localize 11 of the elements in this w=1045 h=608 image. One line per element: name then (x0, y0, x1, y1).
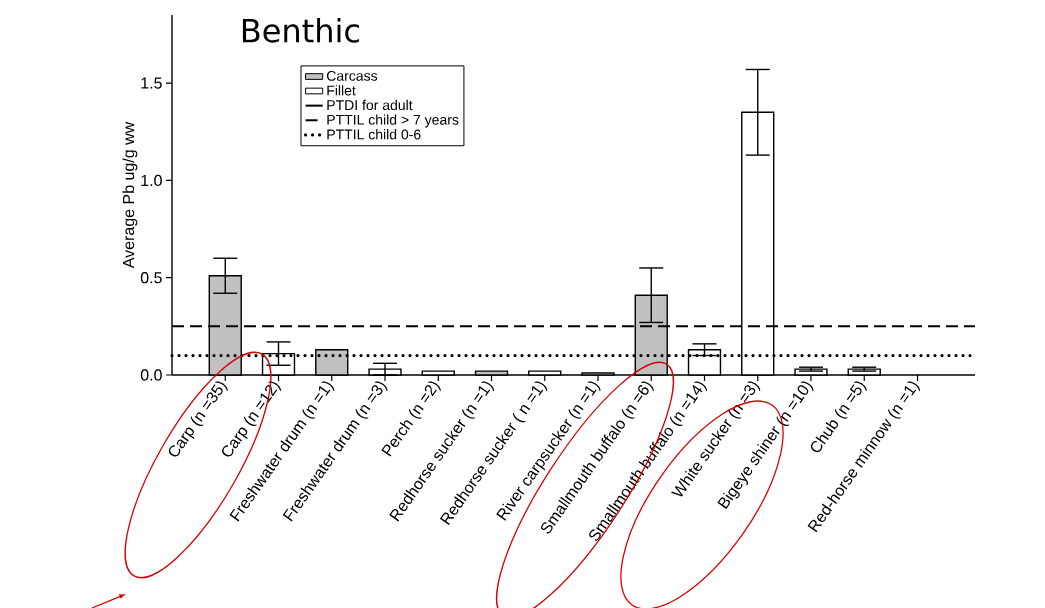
chart-title: Benthic (242, 17, 360, 43)
y-tick-label: 0.5 (140, 272, 162, 284)
legend-label: Carcass (326, 70, 378, 81)
legend-label: Fillet (327, 85, 356, 96)
y-axis-title: Average Pb ug/g ww (122, 121, 138, 269)
y-tick-label: 1.0 (141, 174, 162, 187)
legend-label: PTTIL child > 7 years (327, 114, 459, 128)
legend-label: PTTIL child 0-6 (327, 129, 421, 140)
y-tick-label: 0.0 (140, 369, 162, 381)
y-tick-label: 1.5 (141, 77, 162, 89)
legend-label: PTDI for adult (327, 99, 413, 111)
